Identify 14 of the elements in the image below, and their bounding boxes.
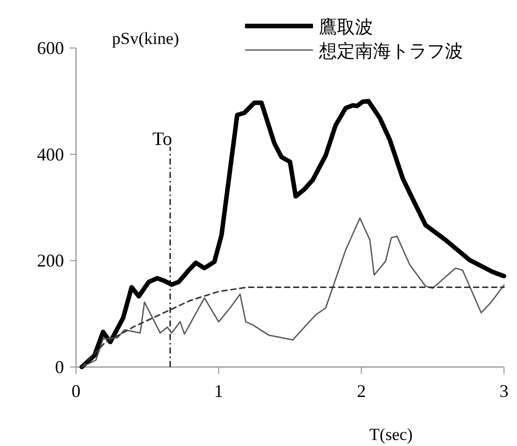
legend-label: 鷹取波 [319, 17, 373, 38]
legend-label: 想定南海トラフ波 [318, 41, 463, 62]
y-tick-label: 0 [55, 357, 64, 377]
x-tick-label: 1 [214, 381, 224, 401]
y-tick-label: 600 [37, 38, 64, 58]
y-axis-title: pSv(kine) [112, 29, 180, 48]
ref-line: To [152, 128, 172, 367]
y-tick-label: 200 [37, 250, 64, 271]
y-tick-label: 400 [37, 144, 64, 164]
x-tick-label: 3 [500, 381, 508, 401]
ref-line-label: To [152, 128, 172, 150]
x-tick-label: 2 [356, 381, 366, 401]
x-axis-title: T(sec) [369, 425, 413, 444]
x-tick-label: 0 [72, 381, 80, 401]
